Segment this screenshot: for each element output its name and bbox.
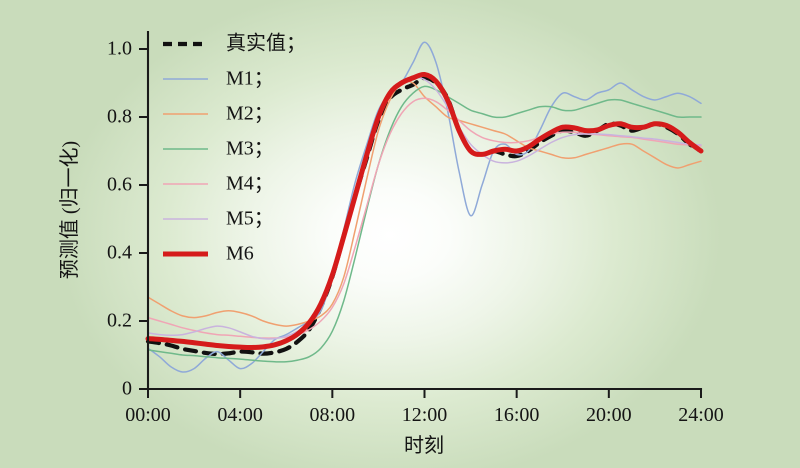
- series-line-m1: [147, 41, 702, 373]
- x-axis-title: 时刻: [404, 434, 444, 457]
- series-line-truth: [145, 75, 704, 357]
- y-tick-label: 0.6: [107, 174, 132, 196]
- x-tick-group: 00:00 04:00 08:00 12:00 16:00 20:00 24:00: [125, 389, 724, 426]
- x-tick-label: 08:00: [310, 404, 356, 426]
- y-tick-label: 1.0: [107, 38, 132, 60]
- y-axis-title: 预测值 (归一化): [58, 141, 81, 279]
- legend-label-m1: M1；: [226, 68, 274, 90]
- y-tick-label: 0.4: [107, 242, 132, 264]
- series-line-m6: [145, 71, 704, 351]
- series-line-m2: [147, 80, 702, 327]
- y-tick-group: 0 0.2 0.4 0.6 0.8 1.0: [107, 38, 148, 400]
- y-tick-label: 0.8: [107, 106, 132, 128]
- series-line-m3: [147, 85, 702, 363]
- x-tick-label: 00:00: [125, 404, 171, 426]
- chart-legend: 真实值； M1； M2； M3； M4； M5； M6: [163, 32, 306, 265]
- axes-layer: 0 0.2 0.4 0.6 0.8 1.0 00:00 04:00 08:00 12:00 16:…: [107, 30, 724, 426]
- legend-label-truth: 真实值；: [226, 32, 306, 55]
- x-tick-label: 24:00: [678, 404, 724, 426]
- x-tick-label: 20:00: [586, 404, 632, 426]
- x-tick-label: 16:00: [494, 404, 540, 426]
- series-layer: [145, 41, 704, 373]
- y-tick-label: 0.2: [107, 310, 132, 332]
- legend-label-m4: M4；: [226, 173, 274, 195]
- series-line-m4: [147, 97, 702, 339]
- legend-label-m6: M6: [226, 243, 254, 265]
- series-line-m5: [147, 76, 702, 340]
- legend-label-m5: M5；: [226, 208, 274, 230]
- y-tick-label: 0: [122, 378, 132, 400]
- x-tick-label: 12:00: [402, 404, 448, 426]
- x-tick-label: 04:00: [217, 404, 263, 426]
- legend-label-m3: M3；: [226, 138, 274, 160]
- legend-label-m2: M2；: [226, 103, 274, 125]
